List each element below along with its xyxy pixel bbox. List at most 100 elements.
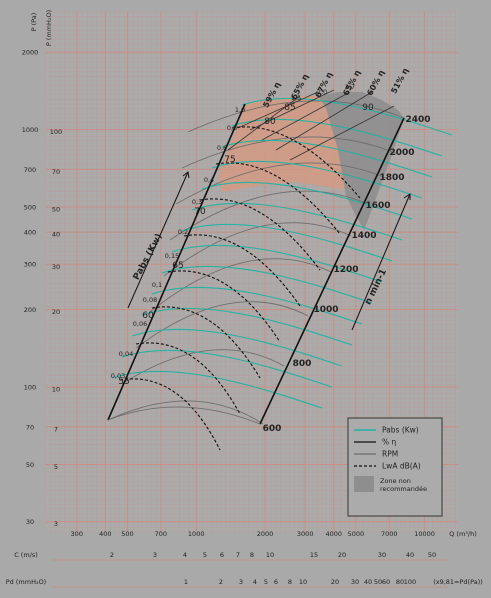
scale-pd-tick: 100 xyxy=(404,578,416,586)
y-tick-label-pa: 50 xyxy=(26,461,34,469)
rpm-curve xyxy=(107,400,264,425)
scale-c-tick: 30 xyxy=(378,551,386,559)
rpm-value-label: 1800 xyxy=(379,173,404,183)
power-value-label: 0,1 xyxy=(152,281,162,289)
rpm-axis-line xyxy=(259,117,405,425)
efficiency-line xyxy=(237,91,319,129)
power-value-label: 0,15 xyxy=(165,252,179,260)
rpm-curve xyxy=(181,136,399,169)
noise-curve xyxy=(183,234,301,307)
y-tick-label-mmh2o: 40 xyxy=(52,231,60,239)
scale-pd-tick: 10 xyxy=(299,578,307,586)
legend-swatch-zone xyxy=(354,476,374,492)
scale-c-label: C (m/s) xyxy=(14,551,38,559)
rpm-curve xyxy=(187,100,405,133)
noise-value-label: 65 xyxy=(172,261,183,271)
y-tick-label-mmh2o: 3 xyxy=(54,520,58,528)
rpm-axis-arrowhead xyxy=(403,193,411,200)
rpm-value-label: 2000 xyxy=(389,148,414,158)
scale-pd-tick: 3 xyxy=(239,578,243,586)
y-tick-label-pa: 30 xyxy=(26,518,34,526)
scale-c-tick: 6 xyxy=(220,551,224,559)
y-tick-label-mmh2o: 10 xyxy=(52,386,60,394)
power-axis-arrow xyxy=(127,171,189,309)
power-value-label: 1,0 xyxy=(235,106,245,114)
power-curve xyxy=(141,307,353,346)
legend: Pabs (Kw) % η RPM LwA dB(A) Zone nonrecomman… xyxy=(347,417,443,517)
noise-curve xyxy=(199,198,321,271)
noise-value-label: 90 xyxy=(362,103,374,113)
legend-label: Zone non xyxy=(380,477,411,485)
power-curve xyxy=(231,118,443,157)
x-tick-label: 300 xyxy=(71,530,83,538)
scale-c-tick: 40 xyxy=(406,551,414,559)
efficiency-line xyxy=(249,89,335,131)
noise-curve xyxy=(151,306,261,379)
noise-curve xyxy=(167,270,281,343)
scale-pd-tick: 8 xyxy=(288,578,292,586)
scale-pd-tick: 50 xyxy=(374,578,382,586)
rpm-axis-arrow xyxy=(351,193,411,331)
power-curve xyxy=(121,349,333,388)
power-value-label: 0,3 xyxy=(192,198,202,206)
base-curve xyxy=(107,406,261,425)
scale-pd-tick: 30 xyxy=(351,578,359,586)
legend-label: RPM xyxy=(382,450,398,459)
power-curve xyxy=(111,370,323,409)
noise-value-label: 85 xyxy=(284,103,295,113)
scale-pd-tick: 80 xyxy=(396,578,404,586)
y-tick-label-mmh2o: 70 xyxy=(52,168,60,176)
power-value-label: 0,04 xyxy=(119,350,133,358)
scale-pd-tick: 4 xyxy=(253,578,257,586)
power-value-label: 0,06 xyxy=(133,320,147,328)
x-tick-label: 1000 xyxy=(188,530,205,538)
power-curve xyxy=(211,160,423,199)
legend-label: recommandée xyxy=(380,485,427,493)
scale-pd-tick: 2 xyxy=(219,578,223,586)
legend-label: % η xyxy=(382,438,397,447)
curve-layer xyxy=(107,89,453,451)
scale-c-tick: 4 xyxy=(183,551,187,559)
scale-pd-suffix: (x9,81=Pd(Pa)) xyxy=(433,578,483,586)
power-value-label: 1,5 xyxy=(291,94,301,102)
power-value-label: 0,2 xyxy=(178,228,188,236)
scale-pd-tick: 20 xyxy=(331,578,339,586)
rpm-curve xyxy=(149,258,332,313)
grid-layer xyxy=(45,11,458,532)
noise-value-label: 60 xyxy=(142,311,154,321)
power-value-label: 0,03 xyxy=(111,372,125,380)
y-tick-label-pa: 2000 xyxy=(22,49,39,57)
y-tick-label-pa: 200 xyxy=(24,306,36,314)
legend-label: Pabs (Kw) xyxy=(382,426,419,435)
noise-value-label: 75 xyxy=(224,155,235,165)
x-tick-label: 700 xyxy=(155,530,167,538)
y-tick-label-pa: 1000 xyxy=(22,126,39,134)
power-value-label: 0,6 xyxy=(217,144,227,152)
x-axis-label: Q (m³/h) xyxy=(449,530,477,538)
scale-c-tick: 8 xyxy=(250,551,254,559)
y-tick-label-mmh2o: 5 xyxy=(54,463,58,471)
power-curve xyxy=(171,244,383,283)
x-tick-label: 400 xyxy=(99,530,111,538)
power-curve xyxy=(181,223,393,262)
power-axis-arrowhead xyxy=(182,171,190,179)
x-tick-label: 4000 xyxy=(325,530,342,538)
y-tick-label-mmh2o: 100 xyxy=(50,128,62,136)
rpm-value-label: 1200 xyxy=(333,265,358,275)
noise-value-label: 80 xyxy=(264,117,276,127)
y-axis-label-mmh2o: P (mmH₂O) xyxy=(45,10,53,46)
scale-c-tick: 2 xyxy=(110,551,114,559)
rpm-curve xyxy=(135,301,309,349)
rpm-value-label: 600 xyxy=(263,424,282,434)
x-tick-label: 500 xyxy=(121,530,133,538)
scale-c-tick: 20 xyxy=(338,551,346,559)
scale-pd-tick: 40 xyxy=(364,578,372,586)
noise-curve xyxy=(215,162,341,235)
scale-pd-tick: 1 xyxy=(184,578,188,586)
power-value-label: 0,08 xyxy=(143,296,157,304)
power-curve xyxy=(151,286,363,325)
efficiency-line xyxy=(289,105,395,161)
scale-pd-label: Pd (mmH₂O) xyxy=(6,578,46,586)
legend-label: LwA dB(A) xyxy=(382,462,421,471)
